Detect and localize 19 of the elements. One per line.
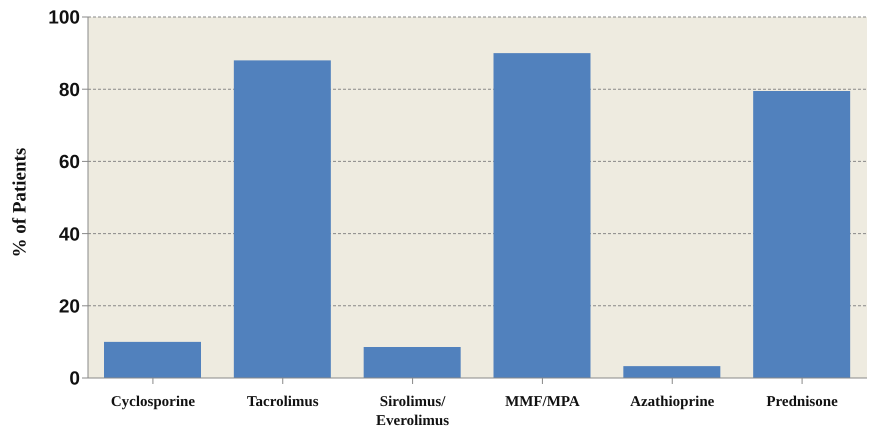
bar bbox=[494, 53, 590, 378]
y-axis-title: % of Patients bbox=[10, 148, 31, 258]
y-tick-label: 40 bbox=[58, 224, 80, 246]
bar bbox=[104, 342, 201, 378]
x-tick-label: MMF/MPA bbox=[505, 394, 580, 410]
x-tick-label: Sirolimus/ Everolimus bbox=[376, 394, 450, 429]
x-tick-label: Tacrolimus bbox=[246, 394, 319, 410]
x-tick-label: Cyclosporine bbox=[110, 394, 196, 410]
y-tick-label: 60 bbox=[58, 152, 80, 174]
bar bbox=[753, 91, 850, 378]
y-tick-label: 20 bbox=[58, 296, 80, 318]
x-tick-label: Azathioprine bbox=[630, 394, 715, 410]
y-tick-label: 80 bbox=[58, 80, 80, 101]
x-tick-label: Prednisone bbox=[766, 394, 838, 410]
y-tick-label: 100 bbox=[48, 8, 80, 29]
bar bbox=[234, 60, 331, 378]
y-tick-label: 0 bbox=[69, 368, 80, 390]
bar bbox=[364, 346, 461, 378]
bar bbox=[623, 366, 720, 378]
